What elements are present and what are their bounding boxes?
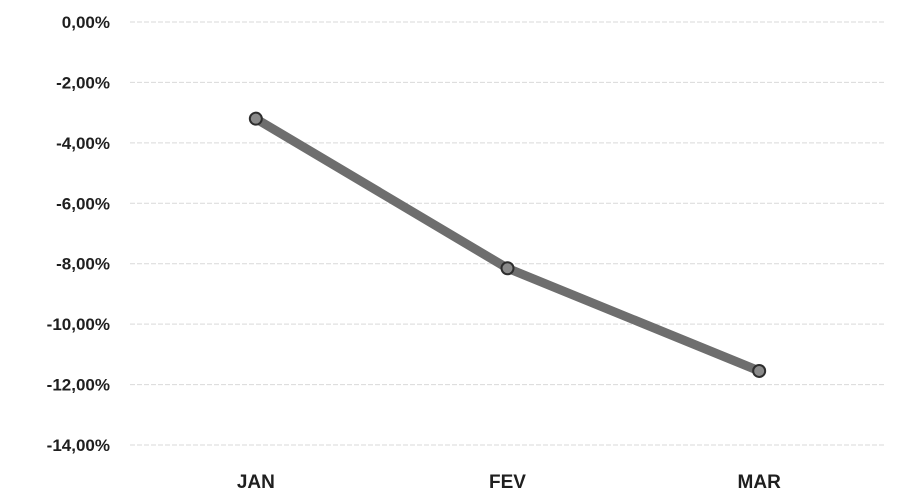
data-point-jan [248,111,263,126]
data-point-fev [500,261,515,276]
gridlines [130,21,885,446]
y-tick-label: -8,00% [56,255,110,274]
y-tick-label: -2,00% [56,73,110,92]
y-tick-label: -10,00% [47,315,110,334]
y-tick-label: -6,00% [56,194,110,213]
y-tick-label: 0,00% [62,13,110,32]
x-axis-tick-labels: JAN FEV MAR [237,472,781,493]
data-point-mar [752,363,767,378]
y-tick-label: -12,00% [47,376,110,395]
series-line [251,114,764,376]
x-tick-label: JAN [237,472,275,493]
x-tick-label: MAR [738,472,782,493]
x-tick-label: FEV [489,472,526,493]
y-tick-label: -14,00% [47,436,110,455]
y-tick-label: -4,00% [56,134,110,153]
series [248,111,767,378]
y-axis-tick-labels: 0,00% -2,00% -4,00% -6,00% -8,00% -10,00% -12,… [47,13,110,455]
